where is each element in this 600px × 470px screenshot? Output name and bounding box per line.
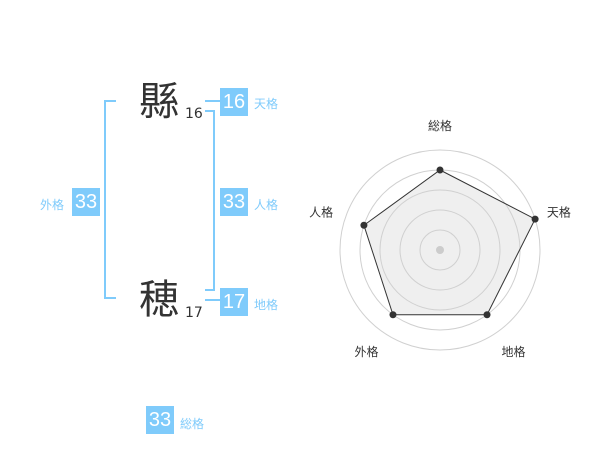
name-char-1: 縣 <box>139 79 179 125</box>
axis-label: 総格 <box>428 118 452 133</box>
soukaku-value: 33 <box>146 406 174 434</box>
gaikaku-bracket <box>104 100 106 299</box>
axis-label: 地格 <box>501 344 525 359</box>
tenkaku-stub <box>205 100 220 102</box>
data-point <box>389 311 397 319</box>
bracket-stub <box>205 289 215 291</box>
grid-ring <box>379 189 501 311</box>
gaikaku-value: 33 <box>72 188 100 216</box>
grid-ring <box>339 149 541 351</box>
stroke-count-2: 17 <box>185 305 203 321</box>
jinkaku-label: 人格 <box>254 198 279 212</box>
axis-label: 外格 <box>355 344 379 359</box>
tenkaku-value: 16 <box>220 88 248 116</box>
chikaku-value: 17 <box>220 288 248 316</box>
axis-label: 天格 <box>547 204 571 219</box>
center-dot <box>436 246 444 254</box>
soukaku-label: 総格 <box>180 417 205 431</box>
data-point <box>531 215 539 223</box>
data-point <box>360 221 368 229</box>
name-char-2: 穂 <box>139 277 179 323</box>
bracket-stub <box>205 110 215 112</box>
data-point <box>483 311 491 319</box>
stroke-count-1: 16 <box>185 106 203 122</box>
grid-ring <box>419 229 461 271</box>
bracket-stub <box>104 297 116 299</box>
jinkaku-bracket <box>213 110 215 290</box>
chikaku-stub <box>205 299 220 301</box>
data-point <box>436 166 444 174</box>
grid-ring <box>399 209 481 291</box>
radar-line <box>363 169 536 316</box>
jinkaku-value: 33 <box>220 188 248 216</box>
bracket-stub <box>104 100 116 102</box>
tenkaku-label: 天格 <box>254 97 279 111</box>
chikaku-label: 地格 <box>254 298 279 312</box>
radar-area <box>363 170 536 315</box>
gaikaku-label: 外格 <box>40 198 65 212</box>
axis-label: 人格 <box>309 204 333 219</box>
